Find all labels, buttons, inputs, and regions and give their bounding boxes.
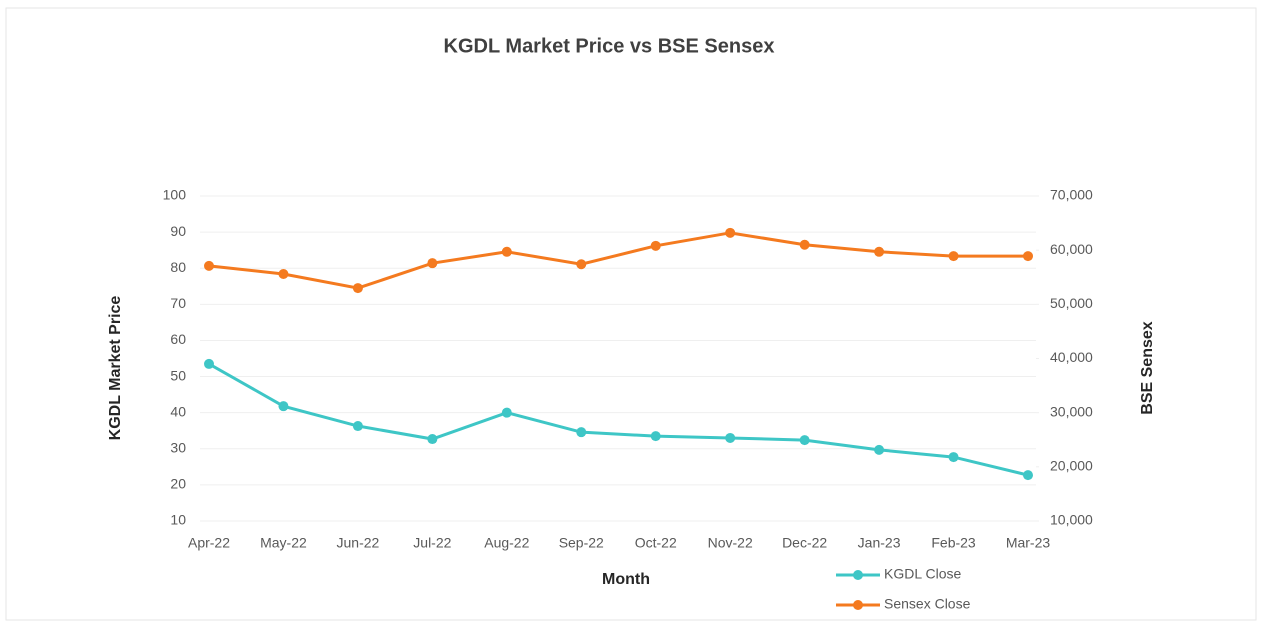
x-tick-label: Feb-23: [931, 535, 976, 551]
y-tick-label: 60: [170, 331, 186, 347]
x-tick-label: Jun-22: [337, 535, 380, 551]
y-axis-title: KGDL Market Price: [107, 296, 124, 441]
x-axis-title: Month: [602, 571, 650, 588]
data-point: [278, 401, 289, 412]
x-tick-label: May-22: [260, 535, 307, 551]
x-tick-label: Aug-22: [484, 535, 529, 551]
data-point: [352, 283, 363, 294]
data-point: [204, 358, 214, 369]
data-point: [948, 251, 959, 262]
y-tick-label: 10: [170, 512, 186, 528]
y-tick-label: 50: [170, 367, 186, 383]
legend-label: KGDL Close: [884, 566, 962, 582]
data-point: [948, 452, 959, 463]
legend-label: Sensex Close: [884, 596, 971, 612]
y-tick-label: 100: [163, 187, 187, 203]
data-point: [874, 444, 885, 455]
y-tick-label: 90: [170, 223, 186, 239]
y-tick-label: 20: [170, 476, 186, 492]
data-point: [799, 435, 810, 446]
data-point: [650, 431, 661, 442]
chart-title: KGDL Market Price vs BSE Sensex: [444, 35, 775, 57]
data-point: [576, 259, 587, 270]
x-tick-label: Dec-22: [782, 535, 827, 551]
chart-frame: [5, 7, 1257, 621]
data-point: [1023, 251, 1033, 262]
x-tick-label: Apr-22: [188, 535, 230, 551]
x-tick-label: Jan-23: [858, 535, 901, 551]
data-point: [501, 246, 512, 257]
series-line: [208, 362, 1029, 477]
x-tick-label: Nov-22: [708, 535, 753, 551]
data-point: [874, 246, 885, 257]
data-point: [725, 227, 736, 238]
y-tick-label: 70: [170, 295, 186, 311]
data-point: [725, 432, 736, 443]
legend-marker: [853, 570, 863, 580]
y-tick-label: 80: [170, 259, 186, 275]
x-tick-label: Jul-22: [413, 535, 451, 551]
data-point: [204, 260, 214, 271]
y2-axis-title: BSE Sensex: [1139, 321, 1156, 414]
data-point: [650, 240, 661, 251]
x-tick-label: Mar-23: [1006, 535, 1051, 551]
x-tick-label: Oct-22: [635, 535, 677, 551]
data-point: [352, 421, 363, 432]
data-point: [1023, 470, 1033, 481]
data-point: [278, 269, 289, 279]
y-tick-label: 30: [170, 439, 186, 455]
legend-marker: [853, 600, 863, 610]
y-tick-label: 40: [170, 403, 186, 419]
x-tick-label: Sep-22: [559, 535, 604, 551]
data-point: [427, 434, 438, 445]
data-point: [501, 407, 512, 418]
y2-tick-label: 20,000: [1050, 458, 1093, 474]
y2-tick-label: 60,000: [1050, 241, 1093, 257]
data-point: [576, 427, 587, 438]
y2-tick-label: 40,000: [1050, 349, 1093, 365]
y2-tick-label: 70,000: [1050, 187, 1093, 203]
series-line: [208, 231, 1028, 290]
y2-tick-label: 30,000: [1050, 403, 1093, 419]
data-point: [799, 239, 810, 250]
data-point: [427, 258, 438, 269]
y2-tick-label: 50,000: [1050, 295, 1093, 311]
y2-tick-label: 10,000: [1050, 512, 1093, 528]
